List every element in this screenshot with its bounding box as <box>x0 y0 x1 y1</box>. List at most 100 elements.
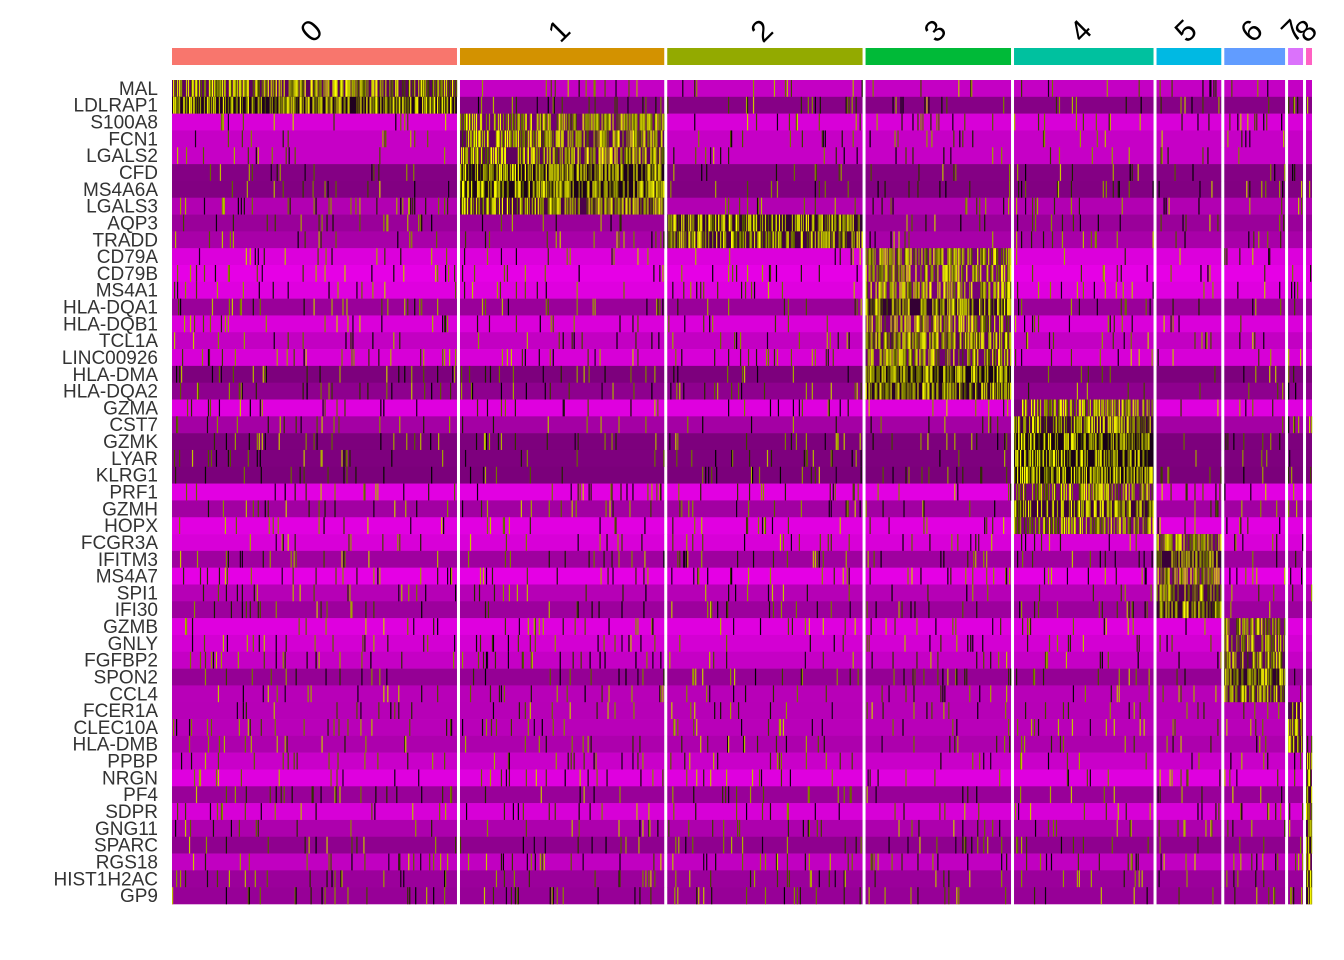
heatmap-cell <box>846 567 848 585</box>
heatmap-cell <box>511 197 513 215</box>
heatmap-cell <box>419 298 421 316</box>
heatmap-cell <box>1218 567 1220 585</box>
heatmap-cell <box>898 248 900 266</box>
heatmap-cell <box>1010 281 1012 299</box>
heatmap-cell <box>757 197 760 215</box>
heatmap-cell <box>1061 231 1064 249</box>
heatmap-cell <box>1257 618 1259 636</box>
heatmap-cell <box>273 80 275 98</box>
heatmap-cell <box>1121 433 1123 451</box>
heatmap-cell <box>1130 332 1132 350</box>
heatmap-cell <box>729 214 731 232</box>
heatmap-cell <box>1099 349 1101 367</box>
heatmap-cell <box>606 180 608 199</box>
heatmap-cell <box>459 332 665 350</box>
heatmap-cell <box>990 416 992 434</box>
heatmap-cell <box>920 365 922 383</box>
heatmap-cell <box>519 147 521 165</box>
heatmap-cell <box>219 164 222 182</box>
heatmap-cell <box>1001 365 1003 383</box>
heatmap-cell <box>1200 264 1202 283</box>
heatmap-cell <box>1014 365 1154 383</box>
heatmap-cell <box>960 332 962 350</box>
heatmap-cell <box>671 214 673 232</box>
heatmap-cell <box>1006 466 1008 484</box>
heatmap-cell <box>907 332 909 350</box>
heatmap-cell <box>428 483 430 501</box>
heatmap-cell <box>891 298 893 316</box>
heatmap-cell <box>954 332 956 350</box>
heatmap-cell <box>981 281 983 299</box>
heatmap-cell <box>610 483 612 501</box>
heatmap-cell <box>469 534 472 552</box>
heatmap-cell <box>597 130 599 148</box>
heatmap-cell <box>969 315 971 333</box>
heatmap-cell <box>313 80 315 98</box>
heatmap-cell <box>210 96 213 114</box>
heatmap-cell <box>234 433 236 451</box>
heatmap-cell <box>1004 449 1006 468</box>
heatmap-cell <box>959 130 961 148</box>
heatmap-cell <box>1288 96 1304 114</box>
heatmap-cell <box>878 365 880 383</box>
heatmap-cell <box>611 197 613 215</box>
heatmap-cell <box>483 433 486 451</box>
heatmap-cell <box>481 197 484 215</box>
heatmap-cell <box>1069 399 1072 417</box>
heatmap-cell <box>1136 466 1138 484</box>
heatmap-cell <box>509 164 511 182</box>
heatmap-cell <box>1009 332 1011 350</box>
heatmap-cell <box>582 113 584 131</box>
heatmap-cell <box>356 567 358 585</box>
heatmap-cell <box>480 180 483 199</box>
heatmap-cell <box>1224 500 1286 518</box>
heatmap-cell <box>1067 433 1070 451</box>
heatmap-cell <box>651 483 653 501</box>
heatmap-cell <box>521 147 523 165</box>
heatmap-cell <box>592 180 594 199</box>
heatmap-cell <box>258 96 260 114</box>
heatmap-cell <box>1057 449 1060 468</box>
heatmap-cell <box>671 567 673 585</box>
heatmap-cell <box>532 147 534 165</box>
heatmap-cell <box>172 315 457 333</box>
heatmap-cell <box>1245 130 1247 148</box>
heatmap-cell <box>399 332 401 350</box>
heatmap-cell <box>858 231 860 249</box>
heatmap-cell <box>1237 281 1239 299</box>
heatmap-cell <box>967 248 969 266</box>
heatmap-cell <box>782 534 785 552</box>
heatmap-cell <box>975 399 977 417</box>
heatmap-cell <box>966 584 968 602</box>
heatmap-cell <box>1182 214 1184 232</box>
heatmap-cell <box>389 80 391 98</box>
heatmap-cell <box>922 500 924 518</box>
heatmap-cell <box>1172 298 1174 316</box>
heatmap-row-AQP3 <box>172 214 1312 232</box>
heatmap-cell <box>712 315 714 333</box>
heatmap-cell <box>755 349 758 367</box>
heatmap-cell <box>865 80 1012 98</box>
heatmap-cell <box>474 164 477 182</box>
heatmap-cell <box>1113 399 1115 417</box>
heatmap-cell <box>502 584 505 602</box>
heatmap-cell <box>1184 567 1186 585</box>
heatmap-cell <box>274 214 276 232</box>
heatmap-cell <box>745 433 748 451</box>
heatmap-cell <box>1079 416 1081 434</box>
heatmap-cell <box>563 399 565 417</box>
heatmap-cell <box>761 231 764 249</box>
heatmap-cell <box>1184 517 1186 535</box>
heatmap-cell <box>902 298 904 316</box>
heatmap-cell <box>943 315 945 333</box>
heatmap-cell <box>222 634 225 653</box>
heatmap-cell <box>373 164 375 182</box>
heatmap-cell <box>591 601 593 619</box>
heatmap-cell <box>229 449 231 468</box>
heatmap-cell <box>1175 601 1177 619</box>
heatmap-cell <box>446 248 448 266</box>
heatmap-cell <box>743 399 746 417</box>
heatmap-cell <box>444 315 446 333</box>
heatmap-cell <box>496 164 499 182</box>
heatmap-cell <box>500 399 503 417</box>
